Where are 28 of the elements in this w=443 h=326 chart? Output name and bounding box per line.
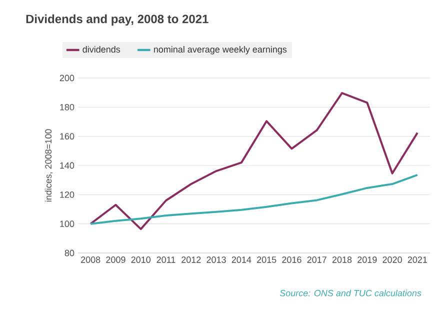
x-tick-label: 2017 <box>307 256 326 263</box>
y-tick-label: 140 <box>60 162 74 169</box>
x-tick-label: 2009 <box>106 256 126 263</box>
x-tick-label: 2019 <box>358 256 377 263</box>
x-tick-label: 2012 <box>182 256 201 263</box>
y-tick-label: 180 <box>60 104 74 110</box>
source-note: Source: ONS and TUC calculations <box>280 290 422 296</box>
x-tick-label: 2020 <box>382 256 402 263</box>
x-tick-label: 2010 <box>131 256 151 263</box>
y-axis-title: indices, 2008=100 <box>44 129 53 202</box>
legend-label: nominal average weekly earnings <box>154 46 287 54</box>
x-tick-label: 2018 <box>332 256 352 263</box>
legend-label: dividends <box>82 46 120 53</box>
x-tick-label: 2008 <box>81 256 100 263</box>
line-series <box>90 92 418 230</box>
y-tick-label: 100 <box>60 220 74 228</box>
y-tick-label: 160 <box>60 133 74 140</box>
y-tick-label: 80 <box>64 250 74 256</box>
x-tick-label: 2021 <box>408 256 427 263</box>
x-tick-label: 2014 <box>232 256 252 263</box>
y-tick-label: 200 <box>60 74 74 82</box>
line-series <box>90 174 418 225</box>
x-tick-label: 2011 <box>156 256 176 263</box>
x-tick-label: 2013 <box>206 256 226 263</box>
x-tick-label: 2016 <box>282 256 302 263</box>
chart-title: Dividends and pay, 2008 to 2021 <box>26 14 208 26</box>
y-tick-label: 120 <box>60 191 74 198</box>
x-tick-label: 2015 <box>257 256 276 263</box>
